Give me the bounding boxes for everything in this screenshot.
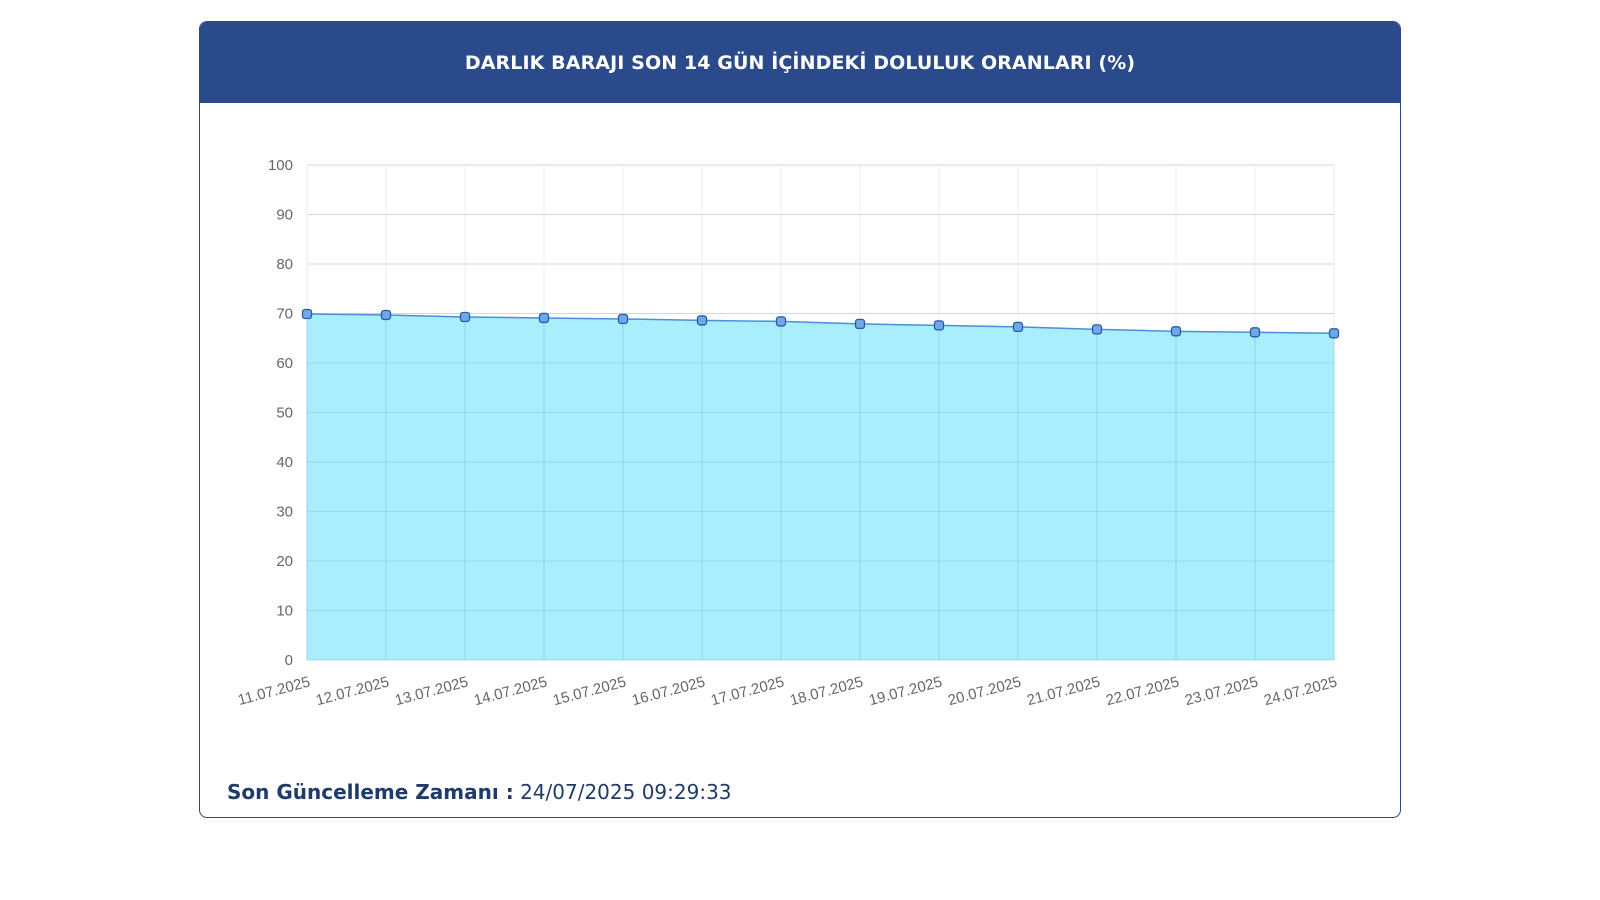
data-point bbox=[1091, 324, 1103, 335]
x-tick-label: 21.07.2025 bbox=[1025, 673, 1102, 709]
x-axis: 11.07.2025 12.07.2025 13.07.2025 14.07.2025… bbox=[236, 673, 1339, 709]
y-tick-label: 30 bbox=[276, 504, 293, 521]
chart-card: DARLIK BARAJI SON 14 GÜN İÇİNDEKİ DOLULU… bbox=[199, 21, 1401, 818]
data-point bbox=[1249, 327, 1261, 338]
x-tick-label: 13.07.2025 bbox=[393, 673, 470, 709]
y-tick-label: 20 bbox=[276, 553, 293, 570]
x-tick-label: 17.07.2025 bbox=[709, 673, 786, 709]
data-point bbox=[1170, 326, 1182, 337]
area-layer bbox=[306, 164, 1335, 661]
chart-title: DARLIK BARAJI SON 14 GÜN İÇİNDEKİ DOLULU… bbox=[200, 22, 1400, 103]
x-tick-label: 18.07.2025 bbox=[788, 673, 865, 709]
last-update: Son Güncelleme Zamanı : 24/07/2025 09:29… bbox=[227, 780, 732, 804]
x-tick-label: 23.07.2025 bbox=[1183, 673, 1260, 709]
x-tick-label: 19.07.2025 bbox=[867, 673, 944, 709]
fill-rate-chart: 0 10 20 30 40 50 60 70 80 90 100 11.07.2025 12.07.2… bbox=[236, 157, 1340, 709]
area-fill bbox=[307, 313, 1334, 660]
data-point bbox=[301, 308, 313, 320]
x-tick-label: 16.07.2025 bbox=[630, 673, 707, 709]
markers-layer bbox=[301, 308, 1340, 339]
y-tick-label: 10 bbox=[276, 603, 293, 620]
x-tick-label: 14.07.2025 bbox=[472, 673, 549, 709]
series-line bbox=[306, 313, 1335, 335]
data-point bbox=[933, 320, 945, 331]
chart-area: 0 10 20 30 40 50 60 70 80 90 100 11.07.2025 12.07.2… bbox=[200, 103, 1400, 733]
y-tick-label: 100 bbox=[268, 157, 293, 174]
x-tick-label: 15.07.2025 bbox=[551, 673, 628, 709]
data-point bbox=[696, 315, 708, 326]
x-tick-label: 11.07.2025 bbox=[236, 673, 312, 709]
data-point bbox=[1012, 321, 1024, 333]
x-tick-label: 12.07.2025 bbox=[314, 673, 391, 709]
data-point bbox=[538, 312, 550, 324]
data-point bbox=[854, 318, 866, 330]
y-tick-label: 50 bbox=[276, 405, 293, 422]
x-tick-label: 22.07.2025 bbox=[1104, 673, 1181, 709]
y-axis: 0 10 20 30 40 50 60 70 80 90 100 bbox=[268, 157, 293, 669]
last-update-value: 24/07/2025 09:29:33 bbox=[520, 780, 732, 804]
last-update-label: Son Güncelleme Zamanı : bbox=[227, 780, 514, 804]
data-point bbox=[775, 316, 787, 327]
data-point bbox=[617, 313, 629, 325]
data-point bbox=[380, 309, 392, 321]
y-tick-label: 40 bbox=[276, 454, 293, 471]
y-tick-label: 0 bbox=[285, 652, 293, 669]
y-tick-label: 90 bbox=[276, 207, 293, 224]
y-tick-label: 80 bbox=[276, 256, 293, 273]
x-tick-label: 20.07.2025 bbox=[946, 673, 1023, 709]
y-tick-label: 70 bbox=[276, 306, 293, 323]
y-tick-label: 60 bbox=[276, 355, 293, 372]
data-point bbox=[459, 311, 471, 323]
x-tick-label: 24.07.2025 bbox=[1262, 673, 1339, 709]
data-point bbox=[1328, 328, 1340, 339]
